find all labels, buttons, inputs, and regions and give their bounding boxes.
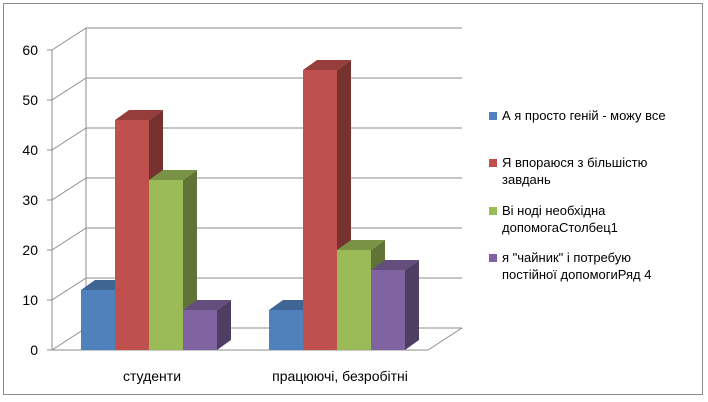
bar-front — [115, 120, 149, 350]
bar-top — [183, 300, 231, 310]
bar — [183, 300, 231, 350]
legend-item: Ві ноді необхідна допомогаСтолбец1 — [489, 203, 618, 235]
y-tick-label: 40 — [22, 142, 38, 158]
bar-front — [269, 310, 303, 350]
bars — [81, 60, 419, 350]
legend-item: я "чайник" і потребую постійної допомогиР… — [489, 250, 651, 282]
bar — [371, 260, 419, 350]
bar-front — [183, 310, 217, 350]
legend-label: постійної допомогиРяд 4 — [502, 267, 651, 282]
bar-front — [303, 70, 337, 350]
x-tick-label: студенти — [123, 368, 181, 384]
legend-label: Ві ноді необхідна — [502, 203, 606, 218]
gridline-depth — [51, 227, 87, 251]
gridline-depth — [51, 27, 87, 51]
legend-label: А я просто геній - можу все — [502, 108, 666, 123]
bar-top — [115, 110, 163, 120]
bar — [149, 170, 197, 350]
axis-labels: 0 10 20 30 40 50 60 студенти працюючі, безробітн… — [22, 42, 407, 384]
bar-front — [149, 180, 183, 350]
y-tick-label: 10 — [22, 292, 38, 308]
bar-side — [217, 300, 231, 350]
gridline-depth — [51, 77, 87, 101]
legend-item: А я просто геній - можу все — [489, 108, 666, 123]
x-tick-label: працюючі, безробітні — [272, 368, 408, 384]
legend-swatch — [489, 159, 497, 167]
legend-label: завдань — [502, 172, 551, 187]
floor-edge — [427, 327, 463, 351]
bar-front — [337, 250, 371, 350]
legend-swatch — [489, 207, 497, 215]
gridline-depth — [51, 327, 87, 351]
bar-top — [337, 240, 385, 250]
legend-label: Я впораюся з більшістю — [502, 155, 648, 170]
legend-swatch — [489, 112, 497, 120]
y-tick-label: 0 — [30, 342, 38, 358]
gridline-depth — [51, 177, 87, 201]
bar-front — [81, 290, 115, 350]
legend-label: я "чайник" і потребую — [502, 250, 631, 265]
y-tick-label: 60 — [22, 42, 38, 58]
y-tick-label: 30 — [22, 192, 38, 208]
legend: А я просто геній - можу все Я впораюся з … — [489, 108, 666, 282]
legend-swatch — [489, 254, 497, 262]
bar-front — [371, 270, 405, 350]
y-tick-label: 20 — [22, 242, 38, 258]
legend-item: Я впораюся з більшістю завдань — [489, 155, 648, 187]
gridline-depth — [51, 277, 87, 301]
bar-top — [303, 60, 351, 70]
y-tick-label: 50 — [22, 92, 38, 108]
bar-side — [405, 260, 419, 350]
bar-top — [149, 170, 197, 180]
legend-label: допомогаСтолбец1 — [502, 220, 618, 235]
bar-top — [371, 260, 419, 270]
gridline-depth — [51, 127, 87, 151]
